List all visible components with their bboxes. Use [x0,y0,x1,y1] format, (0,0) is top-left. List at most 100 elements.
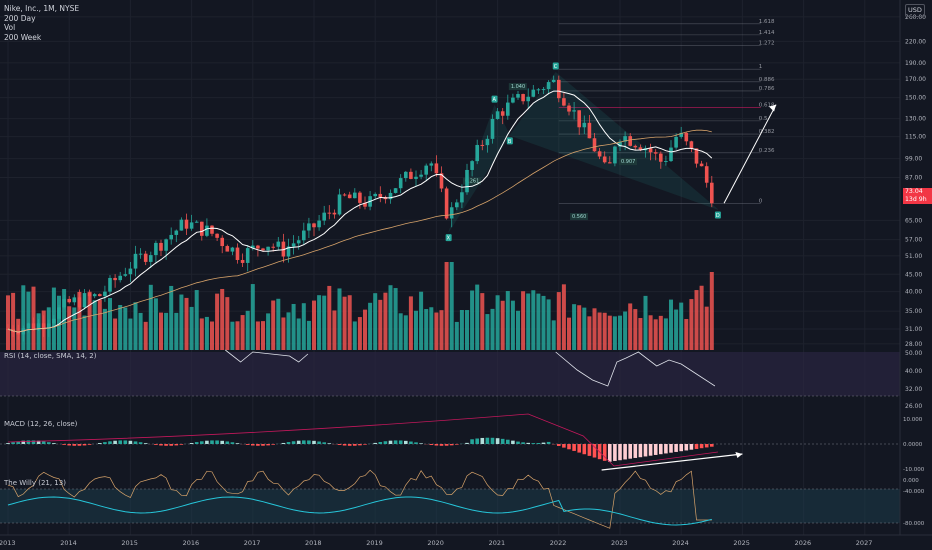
year-tick-label: 2022 [550,539,567,547]
candle-body [495,111,500,119]
candle-body [128,268,133,275]
volume-bar [403,315,408,350]
volume-bar [240,315,245,350]
macd-histogram-bar [235,443,240,444]
volume-bar [57,295,61,350]
volume-bar [459,310,464,350]
volume-bar [317,295,322,350]
volume-bar [123,307,128,350]
rsi-line [225,349,716,387]
volume-bar [475,284,480,350]
currency-badge[interactable]: USD [905,4,925,17]
candle-body [200,221,204,236]
chart-legend: Nike, Inc., 1M, NYSE 200 Day Vol 200 Wee… [4,4,79,42]
price-tick-label: 35.00 [905,308,922,315]
candle-body [592,138,597,152]
macd-histogram-bar [72,444,77,446]
candle-body [659,153,663,162]
macd-histogram-bar [358,444,362,446]
candle-body [342,194,347,196]
macd-tick-label: 10.000 [903,417,923,423]
macd-histogram-bar [266,444,270,446]
volume-bar [164,312,169,350]
macd-histogram-bar [541,442,546,444]
candle-body [256,245,260,249]
macd-histogram-bar [562,444,566,448]
legend-line-1: 200 Day [4,13,36,23]
macd-histogram-bar [577,444,581,453]
macd-histogram-bar [480,437,485,444]
candle-body [149,255,153,262]
volume-bar [495,295,500,350]
macd-histogram-bar [281,442,286,444]
candle-body [164,239,168,251]
fib-label: 0.236 [759,148,775,154]
pattern-ratio-box [619,158,637,166]
volume-bar [378,299,383,350]
volume-bar [490,308,495,350]
macd-histogram-bar [363,444,367,445]
volume-bar [368,302,373,350]
candle-body [551,79,556,83]
macd-histogram-bar [704,444,709,448]
macd-histogram-bar [429,444,434,445]
volume-bar [434,312,439,350]
candle-body [47,323,51,329]
volume-bar [643,295,648,350]
rsi-pane [0,349,900,397]
candle-body [230,247,235,252]
volume-bar [36,313,41,350]
candle-body [347,194,352,199]
macd-histogram-bar [465,442,469,444]
macd-histogram-bar [404,440,408,444]
volume-bar [21,285,26,350]
pattern-point-label: B [508,139,512,145]
willy-tick-label: -80.000 [903,521,925,527]
candle-body [414,176,418,179]
macd-histogram-bar [312,440,316,444]
candle-body [251,245,255,249]
volume-bar [500,300,505,350]
candle-body [184,219,189,229]
volume-bar [541,295,546,350]
candle-body [41,323,46,329]
volume-bar [709,272,714,350]
last-price-tag: 73.04 [903,188,932,196]
projection-arrow-head [769,104,777,112]
macd-histogram-bar [205,440,209,444]
macd-histogram-bar [623,444,627,460]
candle-body [664,161,668,163]
price-tick-label: 220.00 [905,38,926,45]
pattern-point-marker [491,95,498,103]
volume-bar [454,321,459,350]
volume-bar [301,303,306,350]
volume-bar [653,319,658,350]
volume-bar [449,262,454,350]
macd-histogram-bar [699,444,704,449]
willy-slow-line [7,496,712,526]
price-axis: 260.00 220.00 190.00 170.00 150.00 130.00 115.… [899,0,932,550]
macd-histogram-bar [256,444,260,446]
volume-bar [699,285,704,350]
legend-line-3: 200 Week [4,32,42,42]
volume-bar [138,312,143,350]
macd-histogram-bar [653,444,658,455]
candle-body [653,152,658,154]
volume-bar [638,318,643,350]
candle-body [465,169,469,193]
candle-body [317,220,321,228]
volume-bar [470,290,475,350]
macd-histogram-bar [337,444,342,445]
fib-label: 0.886 [759,77,775,83]
macd-histogram-bar [679,444,683,452]
volume-bar [424,309,429,350]
macd-histogram-bar [174,444,179,446]
volume-bar [577,305,582,350]
rsi-band [0,352,900,396]
candle-body [67,298,71,303]
volume-bar [296,318,301,350]
macd-histogram-bar [133,441,138,444]
volume-bar [526,293,531,350]
volume-bar [561,284,566,350]
